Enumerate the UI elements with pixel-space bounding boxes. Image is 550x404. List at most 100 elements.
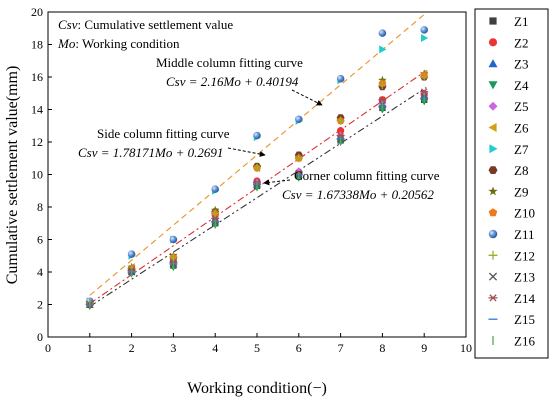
y-tick-label: 12: [31, 135, 43, 149]
y-tick-label: 16: [31, 70, 43, 84]
legend-item-z3: Z3: [488, 57, 528, 72]
x-tick-label: 5: [254, 341, 260, 355]
data-point: [169, 235, 178, 244]
legend-item-z8: Z8: [488, 163, 528, 178]
legend-label: Z15: [514, 312, 535, 327]
legend-label: Z3: [514, 57, 528, 72]
middle-fit-line: [89, 12, 427, 296]
legend-marker: [488, 229, 498, 239]
series-z16: [89, 94, 425, 309]
legend-label: Z6: [514, 121, 529, 136]
x-tick-label: 6: [296, 341, 302, 355]
legend-item-z11: Z11: [488, 227, 534, 242]
data-point: [294, 154, 303, 163]
note-mo: Mo: Working condition: [57, 36, 180, 51]
legend-item-z15: Z15: [488, 312, 535, 327]
data-point: [211, 209, 220, 218]
middle-fit-formula: Csv = 2.16Mo + 0.40194: [166, 74, 299, 89]
data-point: [378, 96, 387, 104]
data-point: [421, 34, 429, 42]
legend-label: Z2: [514, 35, 528, 50]
data-point: [336, 132, 345, 139]
data-point: [169, 253, 178, 262]
data-points: [85, 26, 429, 311]
legend-item-z13: Z13: [488, 270, 535, 285]
data-point: [253, 164, 261, 172]
side-fit-arrow: [227, 147, 266, 157]
side-fit-label: Side column fitting curve: [97, 126, 230, 141]
x-tick-label: 1: [87, 341, 93, 355]
legend-marker: [488, 208, 498, 217]
legend-label: Z10: [514, 206, 535, 221]
data-point: [378, 81, 387, 90]
x-tick-label: 0: [45, 341, 51, 355]
legend-item-z7: Z7: [489, 142, 529, 157]
legend-item-z14: Z14: [488, 291, 535, 306]
note-csv: Csv: Cumulative settlement value: [58, 17, 233, 32]
middle-fit-arrow: [291, 89, 323, 106]
legend-item-z16: Z16: [492, 334, 535, 349]
legend-label: Z8: [514, 163, 528, 178]
x-tick-label: 2: [129, 341, 135, 355]
y-axis: 0 2 4 6 8 10 12 14 16 18 20: [31, 5, 52, 344]
y-axis-title: Cumulative settlement value(mm): [4, 66, 21, 285]
side-fit-formula: Csv = 1.78171Mo + 0.2691: [78, 145, 223, 160]
y-tick-label: 14: [31, 103, 43, 117]
legend-marker: [488, 38, 498, 47]
y-tick-label: 18: [31, 38, 43, 52]
y-tick-label: 6: [37, 233, 43, 247]
data-point: [420, 88, 429, 95]
fit-lines: [89, 12, 427, 307]
y-tick-label: 0: [37, 330, 43, 344]
y-tick-label: 10: [31, 168, 43, 182]
legend-marker: [488, 59, 498, 68]
legend-label: Z9: [514, 184, 528, 199]
legend-label: Z13: [514, 270, 535, 285]
x-tick-label: 3: [170, 341, 176, 355]
data-point: [295, 115, 303, 124]
legend-item-z1: Z1: [489, 14, 528, 29]
data-point: [336, 116, 345, 125]
corner-fit-formula: Csv = 1.67338Mo + 0.20562: [282, 187, 434, 202]
data-point: [420, 73, 429, 81]
corner-fit-arrow: [263, 179, 291, 186]
legend-box: [474, 8, 549, 359]
corner-fit-line: [89, 87, 427, 307]
y-tick-label: 8: [37, 200, 43, 214]
x-tick-label: 8: [379, 341, 385, 355]
x-tick-label: 9: [421, 341, 427, 355]
legend-marker: [488, 294, 498, 302]
legend-label: Z7: [514, 142, 529, 157]
legend-label: Z11: [514, 227, 534, 242]
note-mo-text: : Working condition: [75, 36, 180, 51]
x-axis: 0 1 2 3 4 5 6 7 8 9 10: [45, 333, 472, 355]
legend-item-z9: Z9: [488, 184, 528, 199]
x-tick-label: 7: [338, 341, 344, 355]
legend-label: Z14: [514, 291, 535, 306]
legend-label: Z4: [514, 78, 529, 93]
legend-label: Z1: [514, 14, 528, 29]
legend-label: Z16: [514, 334, 535, 349]
data-point: [378, 29, 387, 37]
legend-item-z5: Z5: [488, 99, 528, 114]
note-mo-symbol: Mo: [57, 36, 76, 51]
note-csv-text: : Cumulative settlement value: [78, 17, 234, 32]
side-fit-line: [89, 70, 427, 305]
corner-fit-label: Corner column fitting curve: [294, 168, 440, 183]
x-axis-title: Working condition(−): [187, 380, 327, 397]
data-point: [211, 185, 219, 193]
legend-marker: [488, 81, 498, 90]
data-point: [211, 215, 220, 222]
legend-marker: [489, 17, 497, 25]
x-tick-label: 4: [212, 341, 218, 355]
note-csv-symbol: Csv: [58, 17, 78, 32]
data-point: [253, 131, 261, 140]
legend-label: Z12: [514, 248, 535, 263]
legend-item-z6: Z6: [488, 121, 529, 136]
y-tick-label: 2: [37, 298, 43, 312]
data-point: [127, 250, 136, 258]
legend-marker: [488, 272, 498, 281]
legend-item-z10: Z10: [488, 206, 535, 221]
data-point: [337, 127, 345, 135]
